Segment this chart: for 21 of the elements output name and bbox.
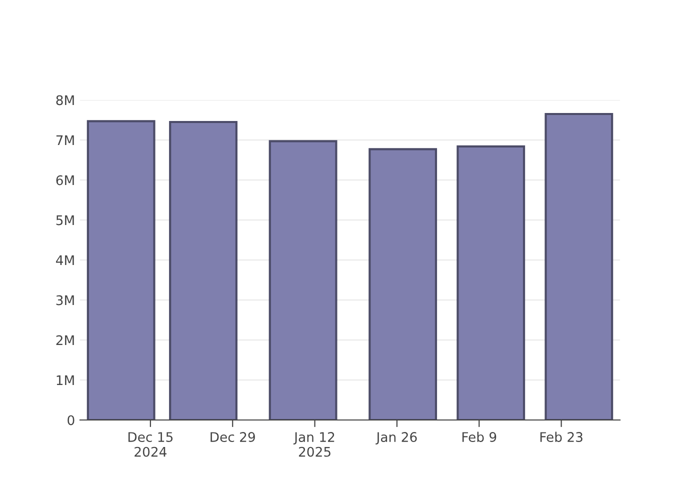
y-tick-label: 4M — [56, 255, 74, 266]
y-tick-label: 1M — [56, 375, 74, 386]
y-tick-label: 0 — [68, 415, 74, 426]
y-tick-label: 2M — [56, 335, 74, 346]
bar — [169, 120, 238, 420]
x-tick-label: Jan 12 2025 — [293, 432, 334, 457]
bar — [368, 148, 438, 420]
y-tick-label: 6M — [56, 175, 74, 186]
bar — [86, 120, 156, 420]
x-tick-label: Feb 9 — [462, 432, 496, 442]
y-tick-label: 5M — [56, 215, 74, 226]
x-tick-label: Dec 29 — [210, 432, 255, 442]
bar — [456, 145, 526, 420]
y-tick-label: 8M — [56, 95, 74, 106]
x-tick-label: Dec 15 2024 — [128, 432, 173, 457]
x-tick-label: Jan 26 — [376, 432, 417, 444]
bar — [544, 112, 614, 420]
y-tick-label: 3M — [56, 295, 74, 306]
y-tick-label: 7M — [56, 135, 74, 146]
bar — [268, 140, 338, 420]
x-tick-label: Feb 23 — [540, 432, 582, 442]
